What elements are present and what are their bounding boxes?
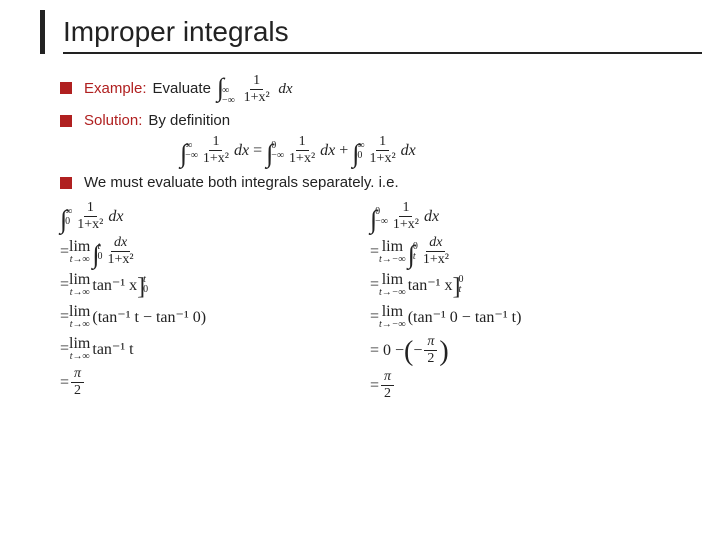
l4-lim: lim	[69, 304, 90, 320]
r4-body: (tan⁻¹ 0 − tan⁻¹ t)	[408, 307, 522, 327]
r3-sub: t→−∞	[379, 288, 406, 298]
right-step-3: = limt→−∞ tan⁻¹ x ]0t	[370, 271, 680, 299]
slide-body: Example: Evaluate ∫∞−∞ 11+x² dx Solution…	[0, 54, 720, 405]
right-step-2: = limt→−∞ ∫0t dx1+x²	[370, 236, 680, 267]
slide: { "title": "Improper integrals", "exampl…	[0, 0, 720, 540]
def-den3: 1+x²	[367, 151, 399, 166]
def-dx2: dx	[320, 142, 335, 160]
ex-num: 1	[250, 74, 263, 90]
l2-num: dx	[111, 236, 130, 252]
r5-num: π	[424, 335, 437, 351]
example-integral: ∫∞−∞ 11+x² dx	[217, 70, 293, 106]
right-step-6: = π2	[370, 370, 680, 401]
slide-title: Improper integrals	[63, 10, 720, 52]
l3-lim: lim	[69, 272, 90, 288]
r1-den: 1+x²	[390, 217, 422, 232]
l4-body: (tan⁻¹ t − tan⁻¹ 0)	[92, 307, 206, 327]
r6-den: 2	[381, 386, 394, 401]
l1-num: 1	[84, 201, 97, 217]
r2-lim: lim	[382, 239, 403, 255]
l5-sub: t→∞	[70, 352, 90, 362]
def-dx3: dx	[401, 142, 416, 160]
r1-dx: dx	[424, 208, 439, 226]
left-column: ∫∞0 11+x² dx = limt→∞ ∫t0 dx1+x² = limt→…	[60, 197, 370, 405]
title-block: Improper integrals	[40, 10, 720, 54]
left-step-1: ∫∞0 11+x² dx	[60, 201, 370, 232]
r5-den: 2	[424, 351, 437, 366]
def-den: 1+x²	[200, 151, 232, 166]
l5-lim: lim	[69, 336, 90, 352]
l1-dx: dx	[108, 208, 123, 226]
l3-sub: t→∞	[70, 288, 90, 298]
right-step-4: = limt→−∞ (tan⁻¹ 0 − tan⁻¹ t)	[370, 303, 680, 331]
right-step-5: = 0 − (−π2)	[370, 335, 680, 366]
bullet-icon	[60, 177, 72, 189]
left-step-3: = limt→∞ tan⁻¹ x ]t0	[60, 271, 370, 299]
ex-dx: dx	[278, 81, 292, 97]
right-step-1: ∫0−∞ 11+x² dx	[370, 201, 680, 232]
l3-fn: tan⁻¹ x	[92, 275, 137, 295]
sentence-row: We must evaluate both integrals separate…	[60, 174, 680, 191]
l6-num: π	[71, 367, 84, 383]
l1-den: 1+x²	[74, 217, 106, 232]
def-num3: 1	[376, 135, 389, 151]
example-row: Example: Evaluate ∫∞−∞ 11+x² dx	[60, 70, 680, 106]
l2-sub: t→∞	[70, 255, 90, 265]
r1-num: 1	[399, 201, 412, 217]
def-den2: 1+x²	[286, 151, 318, 166]
l5-body: tan⁻¹ t	[92, 339, 133, 359]
example-label: Example:	[84, 80, 147, 97]
definition-equation: ∫∞−∞ 11+x²dx = ∫0−∞ 11+x²dx + ∫∞0 11+x²d…	[180, 135, 680, 166]
r5-pre: = 0 −	[370, 342, 404, 360]
right-column: ∫0−∞ 11+x² dx = limt→−∞ ∫0t dx1+x² = lim…	[370, 197, 680, 405]
r3-lim: lim	[382, 272, 403, 288]
r4-lim: lim	[382, 304, 403, 320]
left-step-6: = π2	[60, 367, 370, 398]
r4-sub: t→−∞	[379, 320, 406, 330]
l2-lim: lim	[69, 239, 90, 255]
solution-text: By definition	[148, 112, 230, 129]
two-column-work: ∫∞0 11+x² dx = limt→∞ ∫t0 dx1+x² = limt→…	[60, 197, 680, 405]
l6-den: 2	[71, 383, 84, 398]
bullet-icon	[60, 115, 72, 127]
bullet-icon	[60, 82, 72, 94]
l4-sub: t→∞	[70, 320, 90, 330]
sentence-text: We must evaluate both integrals separate…	[84, 174, 399, 191]
r3-fn: tan⁻¹ x	[408, 275, 453, 295]
solution-row: Solution: By definition	[60, 112, 680, 129]
r2-num: dx	[426, 236, 445, 252]
ex-den: 1+x²	[241, 90, 273, 105]
solution-label: Solution:	[84, 112, 142, 129]
r2-sub: t→−∞	[379, 255, 406, 265]
def-num2: 1	[296, 135, 309, 151]
l2-den: 1+x²	[105, 252, 137, 267]
r6-num: π	[381, 370, 394, 386]
r2-den: 1+x²	[420, 252, 452, 267]
left-step-4: = limt→∞ (tan⁻¹ t − tan⁻¹ 0)	[60, 303, 370, 331]
def-num: 1	[209, 135, 222, 151]
example-verb: Evaluate	[153, 80, 211, 97]
def-dx1: dx	[234, 142, 249, 160]
left-step-5: = limt→∞ tan⁻¹ t	[60, 335, 370, 363]
left-step-2: = limt→∞ ∫t0 dx1+x²	[60, 236, 370, 267]
